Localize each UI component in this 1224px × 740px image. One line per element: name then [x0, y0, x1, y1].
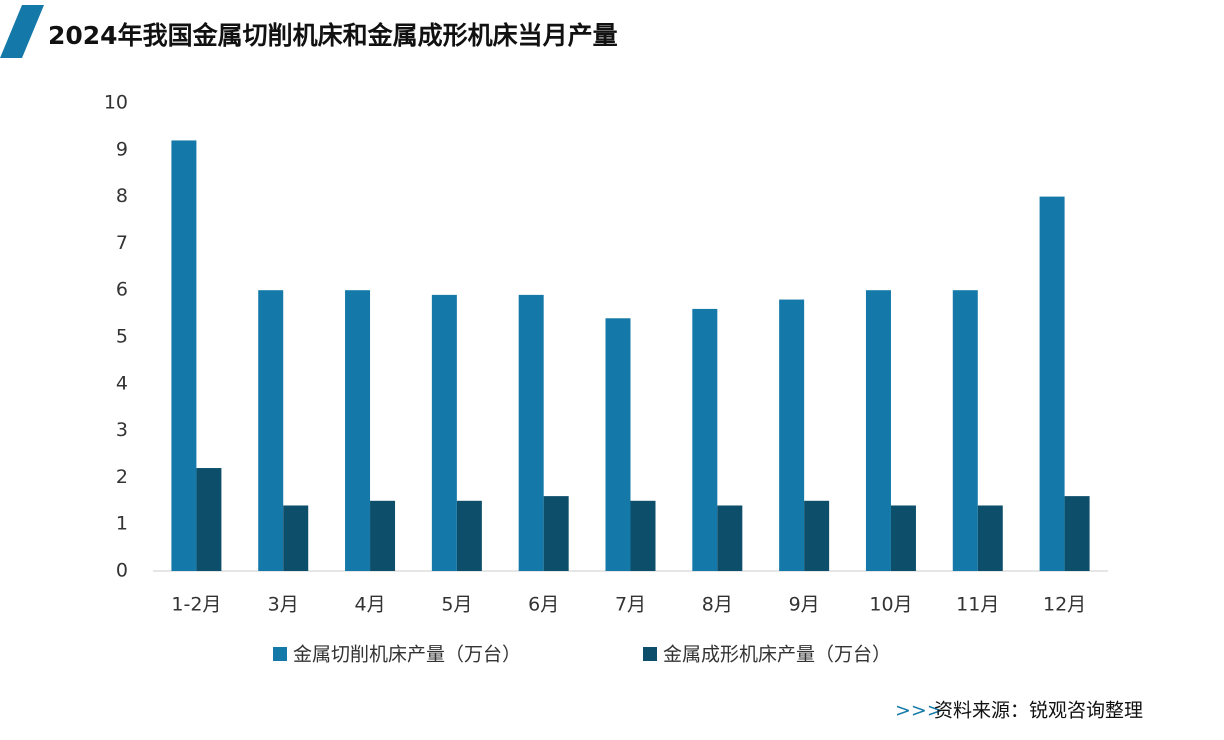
- y-tick-label: 0: [116, 560, 128, 582]
- x-tick-label: 6月: [528, 594, 559, 616]
- bar: [977, 505, 1003, 571]
- bar: [692, 308, 718, 571]
- legend-label: 金属成形机床产量（万台）: [663, 644, 891, 666]
- bar: [283, 505, 309, 571]
- chart-title: 2024年我国金属切削机床和金属成形机床当月产量: [48, 21, 618, 50]
- source: 资料来源：锐观咨询整理: [934, 700, 1143, 722]
- x-tick-label: 4月: [354, 594, 385, 616]
- y-tick-label: 8: [116, 185, 128, 207]
- x-tick-label: 12月: [1043, 594, 1086, 616]
- bar: [630, 500, 656, 571]
- bar: [779, 299, 805, 571]
- y-tick-label: 6: [116, 279, 128, 301]
- y-tick-label: 9: [116, 138, 128, 160]
- x-tick-label: 3月: [268, 594, 299, 616]
- x-tick-label: 7月: [615, 594, 646, 616]
- bar: [804, 500, 830, 571]
- bar: [456, 500, 482, 571]
- source-marker: >>>: [895, 700, 943, 722]
- bar: [1064, 496, 1090, 571]
- y-tick-label: 2: [116, 466, 128, 488]
- bar: [605, 318, 631, 571]
- y-tick-label: 7: [116, 232, 128, 254]
- bar: [518, 294, 544, 571]
- legend-swatch: [273, 647, 287, 661]
- bar: [543, 496, 569, 571]
- bar: [345, 290, 371, 571]
- legend-label: 金属切削机床产量（万台）: [293, 644, 521, 666]
- y-tick-label: 10: [104, 92, 128, 114]
- y-tick-label: 3: [116, 419, 128, 441]
- bar: [431, 294, 457, 571]
- bar: [952, 290, 978, 571]
- bar: [258, 290, 284, 571]
- legend-swatch: [643, 647, 657, 661]
- bar: [370, 500, 396, 571]
- bar: [1039, 196, 1065, 571]
- x-tick-label: 5月: [441, 594, 472, 616]
- bar: [196, 468, 222, 571]
- bar: [717, 505, 743, 571]
- x-tick-label: 8月: [702, 594, 733, 616]
- x-tick-label: 11月: [956, 594, 999, 616]
- x-tick-label: 10月: [869, 594, 912, 616]
- bar: [865, 290, 891, 571]
- x-tick-label: 9月: [789, 594, 820, 616]
- y-tick-label: 1: [116, 513, 128, 535]
- y-tick-label: 5: [116, 326, 128, 348]
- y-tick-label: 4: [116, 372, 128, 394]
- bar: [890, 505, 916, 571]
- x-tick-label: 1-2月: [171, 594, 221, 616]
- title-accent: [0, 5, 44, 58]
- bar: [171, 140, 197, 571]
